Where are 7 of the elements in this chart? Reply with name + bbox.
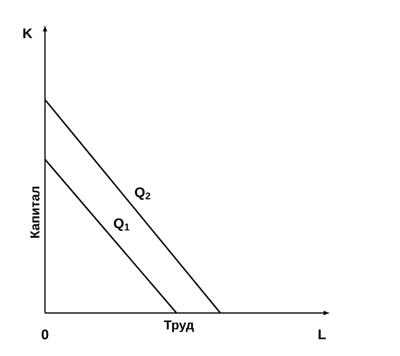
series-label: Q$_{1}$ — [114, 218, 130, 231]
series-label: Q$_{2}$ — [134, 187, 150, 200]
x-axis-title: Труд — [164, 320, 194, 332]
text: 0 — [42, 330, 48, 340]
y-axis-title: Капитал — [30, 186, 40, 238]
text: L — [318, 330, 326, 340]
text: K — [23, 28, 32, 38]
